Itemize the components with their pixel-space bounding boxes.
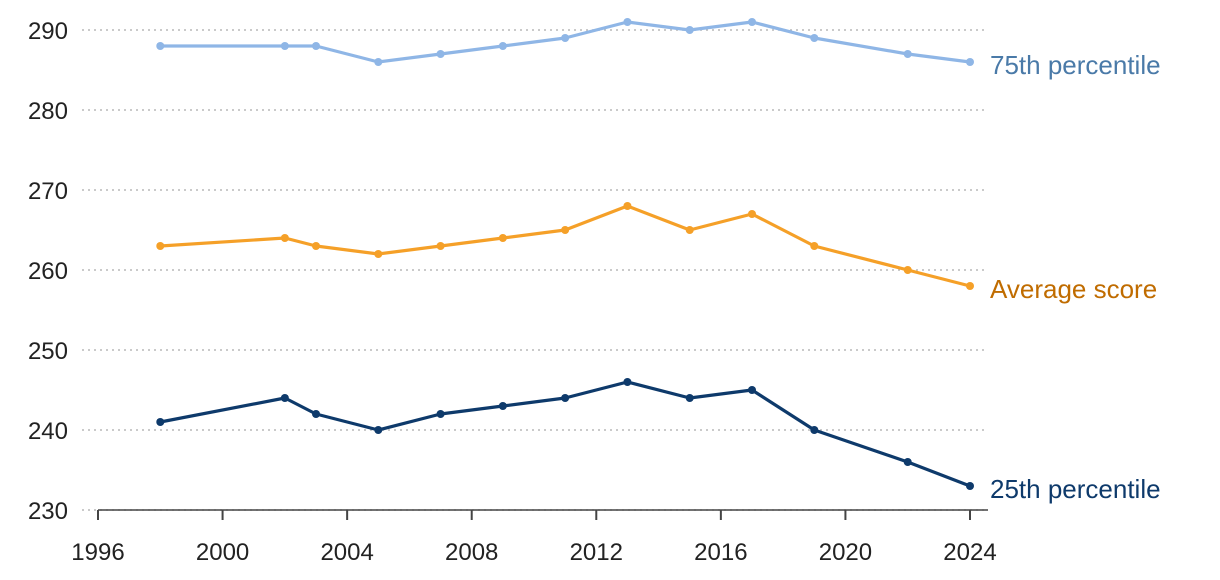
x-tick-label: 2020 (819, 539, 872, 566)
data-point (685, 394, 694, 402)
series-label: 25th percentile (990, 474, 1161, 504)
x-tick-label: 2000 (196, 539, 249, 566)
data-point (280, 394, 289, 402)
y-tick-label: 240 (28, 418, 68, 445)
x-tick-label: 2016 (694, 539, 747, 566)
data-point (280, 234, 289, 242)
data-point (623, 378, 632, 386)
x-tick-label: 1996 (71, 539, 124, 566)
data-point (685, 226, 694, 234)
axes: 230 240 250 260 270 280 290 1996 2000 2004 2008 201… (28, 18, 997, 566)
data-point (903, 458, 912, 466)
data-point (561, 394, 570, 402)
data-point (623, 202, 632, 210)
data-point (156, 42, 165, 50)
y-tick-label: 270 (28, 178, 68, 205)
data-point (498, 42, 507, 50)
data-point (903, 266, 912, 274)
data-point (685, 26, 694, 34)
series-line-1 (158, 204, 972, 288)
y-tick-label: 280 (28, 98, 68, 125)
x-tick-label: 2004 (320, 539, 373, 566)
series-labels: 75th percentile Average score 25th percent… (990, 50, 1161, 504)
data-point (561, 34, 570, 42)
data-point (498, 402, 507, 410)
series-label: 75th percentile (990, 50, 1161, 80)
data-point (810, 242, 819, 250)
data-point (374, 250, 383, 258)
data-point (748, 210, 756, 218)
grid-lines (82, 29, 988, 511)
data-point (156, 242, 165, 250)
data-point (280, 42, 289, 50)
series-label: Average score (990, 274, 1157, 304)
data-point (748, 18, 756, 26)
data-point (436, 50, 445, 58)
data-point (966, 58, 974, 66)
data-point (436, 242, 445, 250)
data-point (436, 410, 445, 418)
y-tick-label: 250 (28, 338, 68, 365)
data-point (623, 18, 632, 26)
data-point (903, 50, 912, 58)
x-tick-label: 2024 (943, 539, 996, 566)
series-group (156, 18, 974, 490)
data-point (374, 58, 383, 66)
y-tick-label: 230 (28, 498, 68, 525)
data-point (561, 226, 570, 234)
data-point (156, 418, 165, 426)
data-point (966, 482, 974, 490)
x-tick-label: 2008 (445, 539, 498, 566)
data-point (312, 42, 320, 50)
data-point (312, 410, 320, 418)
y-tick-label: 290 (28, 18, 68, 45)
data-point (312, 242, 320, 250)
y-tick-label: 260 (28, 258, 68, 285)
data-point (374, 426, 383, 434)
series-line-0 (158, 20, 972, 64)
data-point (498, 234, 507, 242)
data-point (810, 34, 819, 42)
data-point (966, 282, 974, 290)
data-point (748, 386, 756, 394)
data-point (810, 426, 819, 434)
x-tick-label: 2012 (570, 539, 623, 566)
